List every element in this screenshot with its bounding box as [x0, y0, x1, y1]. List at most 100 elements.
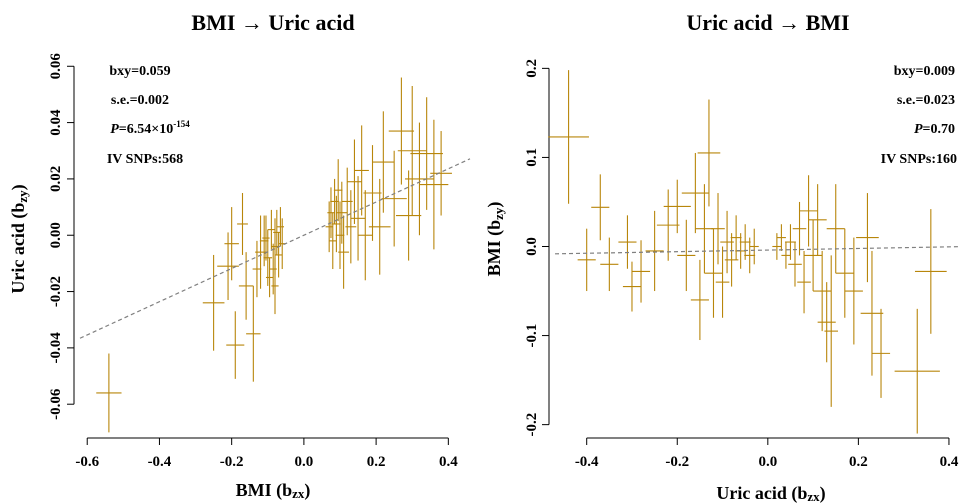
data-point [871, 308, 891, 398]
y-tick-label: -0.02 [48, 276, 64, 307]
data-point [259, 215, 269, 267]
y-tick-label: -0.04 [48, 332, 64, 364]
y-axis-label: Uric acid (bzy) [8, 184, 30, 293]
data-point [591, 174, 610, 241]
y-tick-label: 0.06 [48, 53, 64, 80]
data-point [749, 228, 759, 265]
data-point [600, 237, 619, 292]
data-point [275, 232, 283, 278]
data-point [325, 201, 333, 253]
x-tick-label: 0.4 [940, 454, 959, 470]
data-point [96, 353, 122, 433]
data-point [419, 119, 449, 250]
stat-snps: IV SNPs:568 [107, 152, 183, 167]
y-axis: -0.06 -0.04 -0.02 0.00 0.02 0.04 0.06 [48, 53, 75, 420]
x-axis-label-close: ) [304, 480, 310, 501]
data-point [237, 192, 248, 255]
x-axis-label-subscript: zx [292, 486, 305, 501]
data-point [824, 255, 839, 407]
data-point [785, 224, 796, 260]
data-point [860, 250, 884, 376]
data-point [345, 190, 357, 264]
stat-p: P=6.54×10-154 [110, 119, 190, 137]
stat-p-value: =0.70 [923, 122, 955, 137]
x-axis-label-main: BMI (b [236, 480, 293, 501]
data-point [224, 207, 239, 281]
data-point [276, 207, 285, 247]
data-point [368, 178, 391, 275]
y-axis-label-main: BMI (b [484, 220, 505, 277]
y-axis: -0.2 -0.1 0.0 0.1 0.2 [524, 59, 550, 437]
y-tick-label: 0.04 [48, 109, 64, 136]
data-point [354, 125, 369, 216]
data-point [252, 240, 262, 298]
stat-p-exponent: -154 [173, 119, 190, 129]
data-point [656, 189, 680, 261]
x-axis-label-close: ) [820, 483, 826, 504]
x-tick-label: 0.2 [367, 454, 386, 470]
data-point [246, 285, 261, 382]
data-point [631, 240, 651, 303]
chart-title: BMI → Uric acid [191, 10, 354, 35]
data-point [397, 85, 427, 216]
data-point [327, 187, 335, 239]
y-tick-label: -0.1 [524, 324, 540, 348]
data-point [894, 308, 940, 434]
data-point [844, 237, 863, 345]
x-axis-label: Uric acid (bzx) [716, 483, 825, 504]
y-tick-label: -0.2 [524, 413, 540, 437]
data-point [330, 178, 339, 224]
x-tick-label: 0.2 [849, 454, 868, 470]
data-point [347, 139, 362, 224]
stat-p-label: P [914, 122, 923, 137]
data-point [804, 219, 823, 292]
data-points [96, 77, 452, 433]
data-point [333, 159, 343, 222]
data-point [338, 215, 350, 289]
data-point [914, 209, 947, 334]
data-point [329, 212, 337, 270]
data-point [677, 219, 696, 292]
x-tick-label: -0.4 [148, 454, 172, 470]
data-point [271, 257, 279, 315]
stat-bxy: bxy=0.059 [109, 64, 170, 79]
data-point [405, 122, 434, 236]
data-point [363, 145, 382, 241]
y-tick-label: 0.00 [48, 222, 64, 248]
data-point [739, 224, 751, 260]
x-tick-label: 0.4 [439, 454, 458, 470]
data-point [817, 282, 836, 363]
data-point [395, 170, 422, 261]
stats-annotation: bxy=0.009 s.e.=0.023 P=0.70 IV SNPs:160 [881, 64, 957, 167]
fit-line [554, 246, 959, 255]
data-point [730, 215, 742, 260]
x-tick-label: -0.2 [220, 454, 244, 470]
y-tick-label: -0.06 [48, 388, 64, 420]
y-tick-label: 0.1 [524, 148, 540, 167]
x-tick-label: -0.2 [665, 454, 689, 470]
chart-title: Uric acid → BMI [686, 10, 849, 35]
data-point [388, 77, 415, 185]
data-points [548, 70, 947, 434]
x-tick-label: 0.0 [295, 454, 314, 470]
stat-snps: IV SNPs:160 [881, 152, 957, 167]
data-point [799, 175, 818, 247]
stat-bxy: bxy=0.009 [894, 64, 955, 79]
y-axis-label-close: ) [484, 202, 505, 208]
panel-uric-acid-to-bmi: Uric acid → BMI -0.4 -0.2 0.0 0.2 0.4-0.2-0.… [484, 10, 959, 504]
data-point [813, 250, 832, 332]
panel-bmi-to-uric-acid: BMI → Uric acid -0.6 -0.4 -0.2 0.0 0.2 0.4 -0.… [8, 10, 471, 501]
y-axis-label-subscript: zy [15, 190, 30, 203]
data-point [856, 193, 879, 283]
y-tick-label: 0.2 [524, 59, 540, 78]
data-point [690, 259, 709, 341]
data-point [336, 181, 348, 244]
data-point [776, 224, 786, 251]
stat-p-value: =6.54×10 [119, 122, 173, 137]
data-point [335, 201, 345, 270]
stat-se: s.e.=0.002 [111, 93, 169, 108]
data-point [808, 184, 827, 256]
data-point [622, 261, 642, 312]
x-tick-label: -0.6 [75, 454, 99, 470]
